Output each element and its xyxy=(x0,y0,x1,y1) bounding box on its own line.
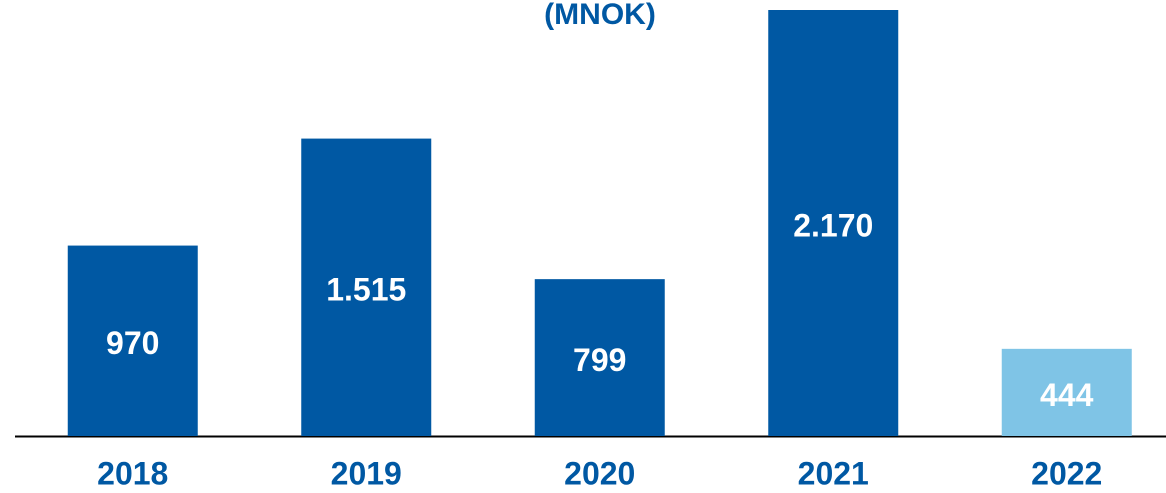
x-tick-label: 2019 xyxy=(331,455,402,491)
value-label: 799 xyxy=(573,342,626,378)
chart-title: (MNOK) xyxy=(544,0,656,31)
value-label: 2.170 xyxy=(793,207,873,243)
value-label: 1.515 xyxy=(326,272,406,308)
bar xyxy=(534,279,665,436)
x-tick-label: 2020 xyxy=(564,455,635,491)
bar xyxy=(1001,348,1132,436)
x-tick-label: 2022 xyxy=(1031,455,1102,491)
value-label: 970 xyxy=(106,325,159,361)
x-tick-label: 2018 xyxy=(97,455,168,491)
value-label: 444 xyxy=(1040,377,1094,413)
bar xyxy=(301,138,432,436)
x-tick-label: 2021 xyxy=(798,455,869,491)
bar xyxy=(67,245,198,436)
bar xyxy=(768,10,899,436)
